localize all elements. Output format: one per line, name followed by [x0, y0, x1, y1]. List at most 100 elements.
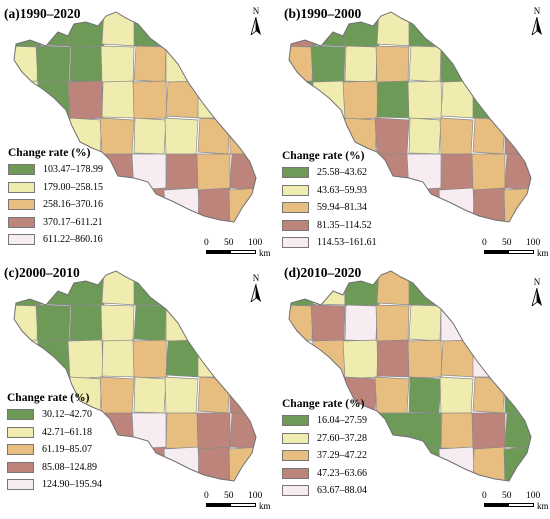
scale-tick: 50: [502, 238, 512, 248]
scale-tick: 100: [526, 238, 541, 248]
legend-label: 43.63–59.93: [317, 184, 367, 196]
legend-swatch: [8, 181, 35, 193]
panel-title: (b)1990–2000: [284, 6, 362, 21]
county-region: [289, 304, 314, 342]
county-region: [229, 412, 256, 450]
legend-label: 258.16–370.16: [43, 199, 103, 211]
county-region: [375, 304, 410, 343]
county-region: [131, 153, 167, 193]
legend: Change rate (%) 25.58–43.62 43.63–59.93 …: [282, 150, 377, 252]
county-region: [440, 304, 474, 342]
legend-swatch: [282, 432, 309, 444]
county-region: [289, 339, 315, 378]
county-region: [407, 339, 443, 379]
legend-swatch: [282, 202, 309, 214]
legend-item: 124.90–195.94: [7, 476, 102, 494]
county-region: [312, 339, 347, 378]
north-arrow-icon: N: [248, 6, 264, 36]
county-region: [229, 153, 256, 191]
legend-swatch: [7, 461, 34, 473]
legend-title: Change rate (%): [8, 147, 91, 159]
scale-tick: 100: [248, 238, 263, 248]
county-region: [163, 271, 201, 308]
legend-item: 61.19–85.07: [7, 441, 102, 459]
county-region: [408, 271, 444, 306]
legend-item: 258.16–370.16: [8, 196, 103, 214]
county-region: [342, 339, 379, 380]
county-region: [408, 45, 442, 83]
legend: Change rate (%) 16.04–27.59 27.60–37.28 …: [282, 398, 367, 500]
county-region: [195, 304, 231, 344]
scale-bar: 0 50 100 km: [204, 491, 272, 513]
county-region: [376, 339, 411, 378]
county-region: [227, 339, 256, 380]
legend-item: 114.53–161.61: [282, 234, 377, 252]
legend-label: 61.19–85.07: [42, 444, 92, 456]
county-region: [165, 339, 200, 378]
county-region: [440, 412, 474, 450]
legend-swatch: [282, 450, 309, 462]
county-region: [342, 80, 379, 121]
jiangsu-map: [13, 270, 257, 482]
county-region: [101, 187, 137, 222]
county-region: [197, 187, 233, 222]
scale-bar-graphic: [206, 250, 256, 254]
county-region: [440, 45, 474, 83]
legend-title: Change rate (%): [282, 150, 365, 162]
county-region: [227, 80, 256, 121]
county-region: [229, 376, 256, 414]
legend-swatch: [282, 485, 309, 497]
scale-bar: 0 50 100 km: [482, 491, 550, 513]
county-region: [197, 446, 233, 481]
legend-label: 81.35–114.52: [317, 219, 372, 231]
county-region: [472, 376, 506, 414]
county-region: [133, 446, 169, 481]
county-region: [133, 117, 167, 155]
north-label: N: [533, 277, 541, 287]
county-region: [35, 304, 71, 344]
county-region: [470, 304, 506, 344]
county-region: [375, 45, 410, 84]
county-region: [99, 376, 135, 416]
county-region: [165, 45, 199, 83]
county-region: [376, 80, 411, 119]
north-arrow-icon: N: [529, 277, 545, 307]
legend-label: 47.23–63.66: [317, 467, 367, 479]
legend-item: 59.94–81.34: [282, 199, 377, 217]
scale-tick: 50: [502, 491, 512, 501]
map-panel-a: (a)1990–2020 N Change rate (%) 103.47–17…: [0, 0, 275, 259]
legend-label: 25.58–43.62: [317, 167, 367, 179]
county-region: [164, 376, 199, 415]
county-region: [504, 153, 531, 191]
legend-swatch: [282, 467, 309, 479]
panel-title: (a)1990–2020: [4, 6, 81, 21]
legend-item: 81.35–114.52: [282, 217, 377, 235]
county-region: [163, 12, 201, 49]
scale-tick: 0: [204, 491, 209, 501]
county-region: [69, 45, 103, 83]
county-region: [472, 187, 508, 222]
scale-unit: km: [259, 501, 271, 511]
county-region: [196, 412, 231, 451]
legend-item: 27.60–37.28: [282, 430, 367, 448]
county-region: [310, 304, 346, 344]
county-region: [408, 304, 442, 342]
county-region: [37, 339, 72, 378]
legend-label: 114.53–161.61: [317, 237, 377, 249]
county-region: [471, 153, 506, 192]
county-region: [312, 117, 346, 155]
scale-bar-graphic: [484, 250, 534, 254]
county-region: [229, 117, 256, 155]
scale-tick: 0: [482, 238, 487, 248]
legend-label: 37.29–47.22: [317, 450, 367, 462]
county-region: [408, 12, 444, 47]
county-region: [406, 412, 442, 452]
county-region: [14, 80, 40, 119]
scale-tick: 0: [482, 491, 487, 501]
province-outline: [13, 270, 257, 482]
county-region: [504, 304, 531, 342]
county-region: [67, 339, 104, 380]
county-region: [229, 304, 256, 342]
county-region: [164, 117, 199, 156]
county-region: [100, 45, 135, 84]
